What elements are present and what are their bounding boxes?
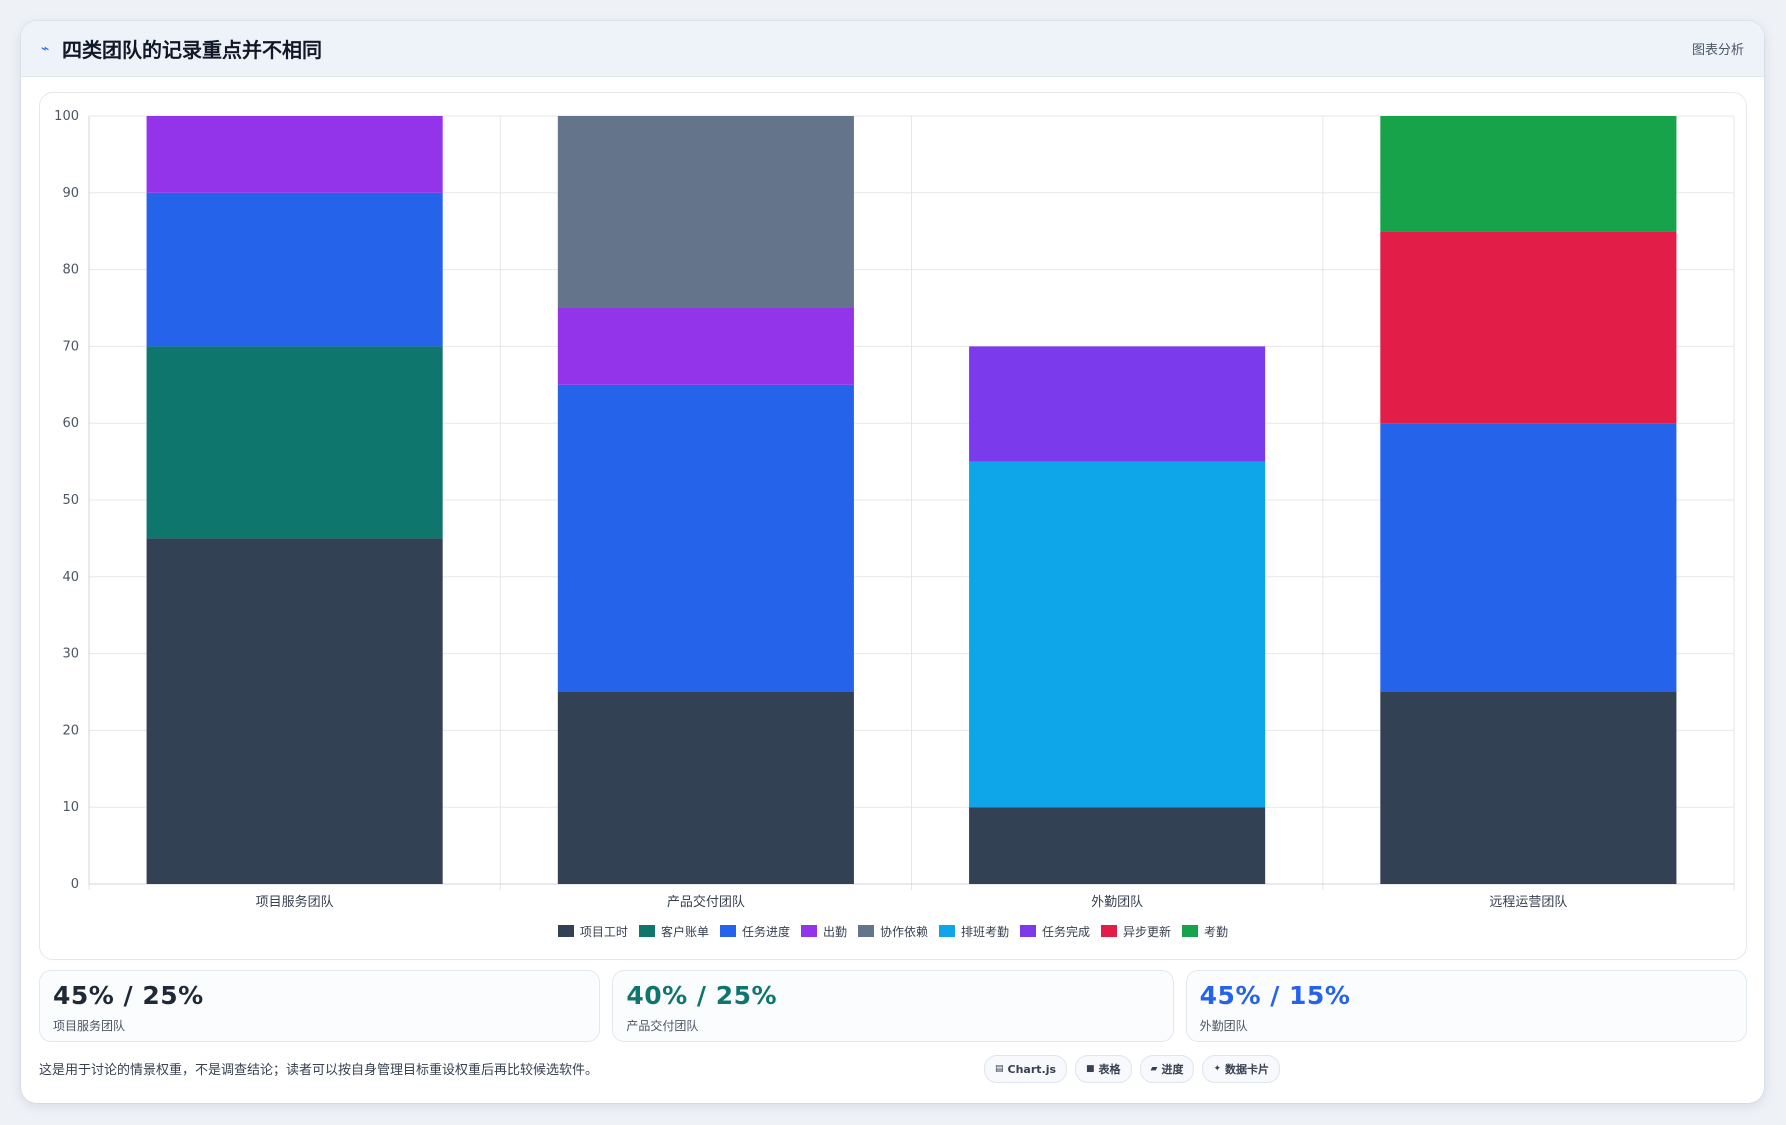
legend-swatch <box>1182 925 1199 937</box>
legend-swatch <box>1020 925 1037 937</box>
stat-value: 45% / 15% <box>1199 981 1351 1010</box>
chart-card: ⌁ 四类团队的记录重点并不相同 图表分析 0 10 20 30 40 50 60 70 80 90… <box>21 21 1764 1103</box>
bar-segment <box>1380 231 1677 424</box>
y-tick-label: 30 <box>62 647 79 662</box>
legend-item[interactable]: 任务进度 <box>719 922 790 940</box>
bar-segment <box>969 461 1266 808</box>
bar-segment <box>969 807 1266 884</box>
legend-label: 任务完成 <box>1042 924 1091 939</box>
data-card-icon: ✦ <box>1213 1064 1222 1074</box>
tag-label: 进度 <box>1161 1063 1184 1076</box>
bar-segment <box>146 116 443 193</box>
y-tick-label: 40 <box>62 570 79 585</box>
tag-chart[interactable]: ▤ Chart.js <box>984 1055 1068 1083</box>
y-tick-label: 90 <box>62 186 79 201</box>
bar-segment <box>557 692 854 884</box>
bar-segment <box>557 384 854 692</box>
y-tick-label: 20 <box>62 723 79 738</box>
tag-table[interactable]: ■ 表格 <box>1075 1055 1132 1083</box>
bar-segment <box>146 538 443 884</box>
stat-card: 45% / 25% 项目服务团队 <box>39 970 601 1042</box>
y-tick-label: 100 <box>54 109 79 124</box>
bar-segment <box>1380 423 1677 692</box>
chart-panel: 0 10 20 30 40 50 60 70 80 90 100 项目服务团队 产品交付团队 外勤团队 远程… <box>39 92 1747 960</box>
trend-line-icon: ⌁ <box>41 41 50 57</box>
y-tick-label: 10 <box>62 800 79 815</box>
chart-icon: ▤ <box>995 1064 1004 1074</box>
legend-item[interactable]: 出勤 <box>800 922 847 940</box>
stat-label: 外勤团队 <box>1199 1019 1248 1033</box>
legend-swatch <box>719 925 736 937</box>
footer-note: 这是用于讨论的情景权重，不是调查结论；读者可以按自身管理目标重设权重后再比较候选… <box>39 1063 599 1078</box>
stat-card: 45% / 15% 外勤团队 <box>1185 970 1747 1042</box>
x-category-label: 远程运营团队 <box>1489 895 1567 910</box>
table-icon: ■ <box>1086 1064 1095 1074</box>
legend-item[interactable]: 项目工时 <box>557 922 628 940</box>
page-title: 四类团队的记录重点并不相同 <box>62 38 322 62</box>
legend-swatch <box>638 925 655 937</box>
chart-analysis-link[interactable]: 图表分析 <box>1691 43 1744 58</box>
bar-segment <box>557 308 854 385</box>
tag-label: 数据卡片 <box>1225 1063 1270 1076</box>
bar-segment <box>1380 692 1677 884</box>
legend-swatch <box>1101 925 1118 937</box>
stat-card: 40% / 25% 产品交付团队 <box>612 970 1174 1042</box>
stat-label: 产品交付团队 <box>626 1019 699 1033</box>
y-tick-label: 80 <box>62 263 79 278</box>
y-tick-label: 0 <box>71 877 79 892</box>
legend-label: 出勤 <box>822 924 847 939</box>
y-tick-label: 50 <box>62 493 79 508</box>
legend-swatch <box>939 925 955 937</box>
legend-item[interactable]: 考勤 <box>1182 922 1228 940</box>
y-tick-label: 60 <box>62 416 79 431</box>
legend-swatch <box>557 925 574 937</box>
stat-value: 40% / 25% <box>626 981 778 1010</box>
x-category-label: 外勤团队 <box>1091 895 1143 910</box>
bar-segment <box>146 346 443 539</box>
stat-cards: 45% / 25% 项目服务团队 40% / 25% 产品交付团队 45% / 15% 外… <box>39 970 1747 1042</box>
bar-segment <box>1380 116 1677 232</box>
legend-label: 协作依赖 <box>879 924 928 939</box>
footer-tags: ▤ Chart.js ■ 表格 ▰ 进度 ✦ 数据卡片 <box>984 1055 1281 1083</box>
legend-label: 任务进度 <box>741 924 790 939</box>
legend-item[interactable]: 任务完成 <box>1020 922 1090 940</box>
tag-data-card[interactable]: ✦ 数据卡片 <box>1202 1055 1281 1083</box>
legend-item[interactable]: 协作依赖 <box>857 922 928 940</box>
stat-value: 45% / 25% <box>53 981 204 1010</box>
legend-swatch <box>800 925 817 937</box>
tag-progress[interactable]: ▰ 进度 <box>1139 1055 1195 1083</box>
legend-label: 考勤 <box>1204 924 1229 939</box>
x-category-label: 产品交付团队 <box>667 894 745 910</box>
bar-segment <box>146 192 443 347</box>
tag-label: Chart.js <box>1007 1062 1057 1076</box>
stacked-bar-chart: 0 10 20 30 40 50 60 70 80 90 100 项目服务团队 产品交付团队 外勤团队 远程… <box>54 109 1735 910</box>
progress-icon: ▰ <box>1150 1064 1158 1074</box>
legend-item[interactable]: 客户账单 <box>638 922 709 940</box>
chart-legend: 项目工时 客户账单 任务进度 出勤 协作依赖 排班考勤 任务完成 异步更新 考勤 <box>40 922 1746 940</box>
bar-segment <box>969 346 1266 462</box>
tag-label: 表格 <box>1098 1063 1121 1076</box>
legend-item[interactable]: 异步更新 <box>1101 922 1171 940</box>
legend-item[interactable]: 排班考勤 <box>939 922 1009 940</box>
legend-label: 排班考勤 <box>961 924 1010 939</box>
bar-segment <box>557 116 854 308</box>
legend-label: 异步更新 <box>1123 924 1172 939</box>
legend-label: 项目工时 <box>579 924 628 939</box>
stat-label: 项目服务团队 <box>53 1019 126 1033</box>
legend-label: 客户账单 <box>660 924 709 939</box>
card-header: ⌁ 四类团队的记录重点并不相同 图表分析 <box>21 21 1764 77</box>
y-tick-label: 70 <box>62 339 79 354</box>
legend-swatch <box>857 925 874 937</box>
x-category-label: 项目服务团队 <box>256 894 334 910</box>
